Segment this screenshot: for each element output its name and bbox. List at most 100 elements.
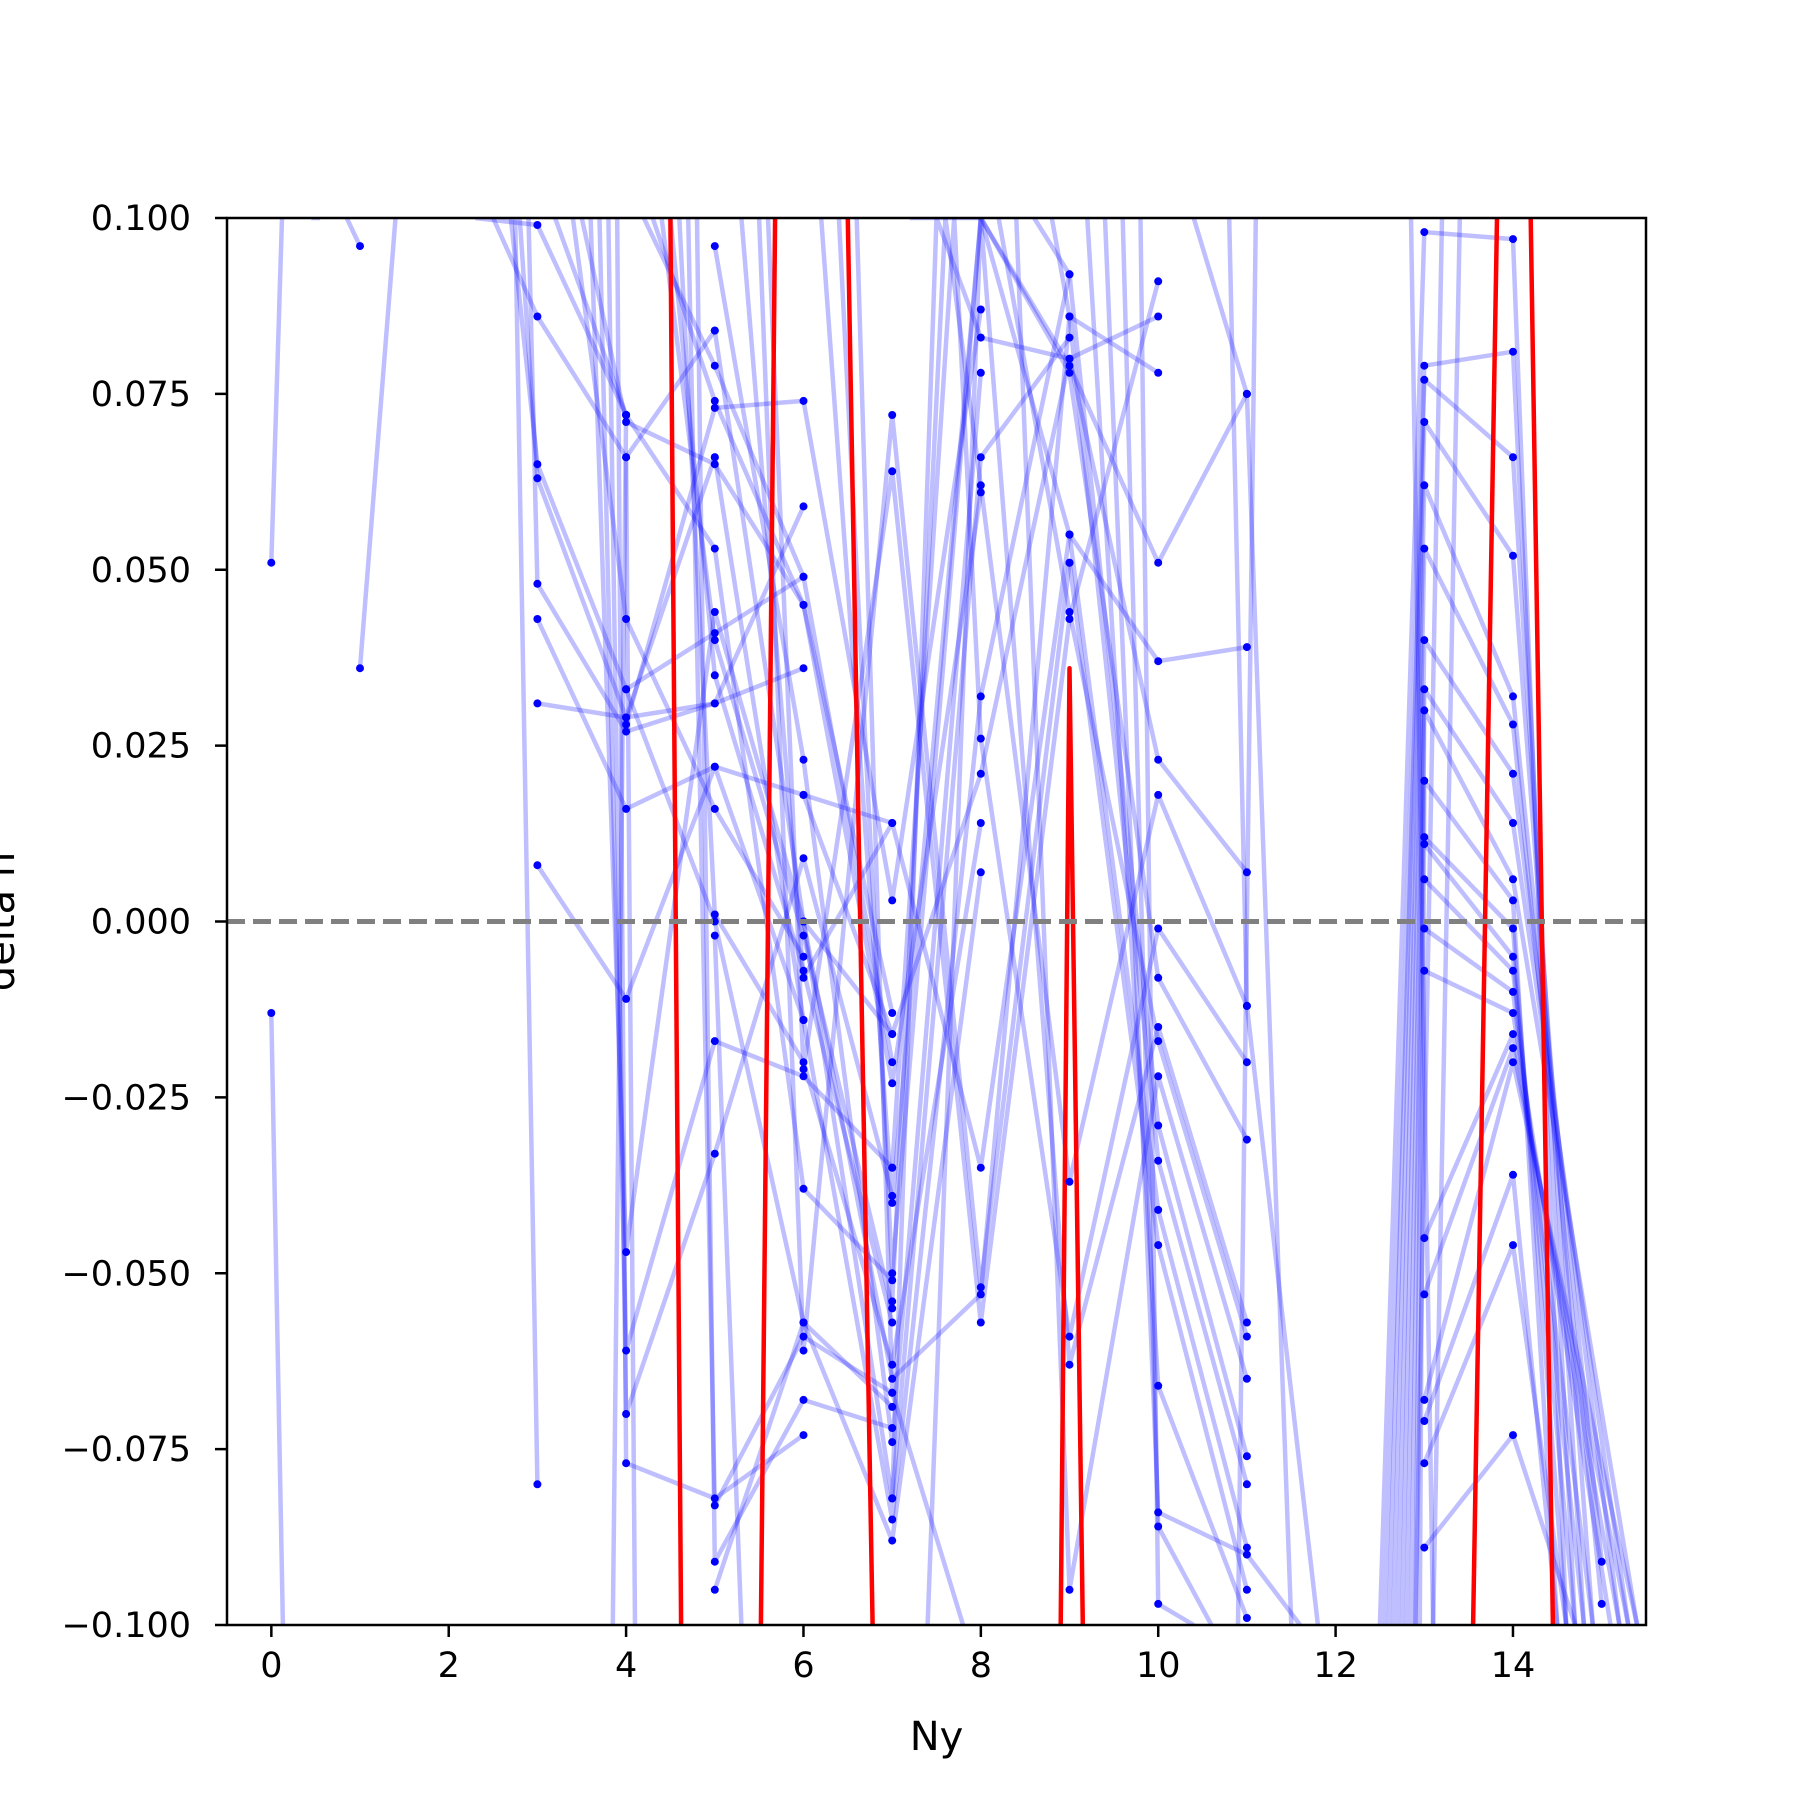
data-point-21-0 [622,411,631,419]
data-point-34-2 [888,1515,897,1524]
data-point-73-1 [1509,924,1517,933]
data-point-12-2 [710,762,719,771]
data-point-69-2 [1509,769,1517,778]
data-point-67-1 [1420,481,1429,490]
data-point-25-1 [710,361,719,370]
data-point-39-5 [1154,277,1163,286]
data-point-24-4 [976,305,985,314]
data-point-79-0 [1420,1290,1429,1299]
data-point-45-2 [976,333,985,342]
data-point-53-2 [1154,1156,1163,1165]
data-point-49-2 [1065,1360,1074,1369]
data-point-35-1 [799,1318,808,1327]
series-line-22 [623,457,638,1625]
series-line-15 [570,218,806,958]
data-point-59-1 [1154,1599,1163,1608]
series-line-39 [765,218,1161,1325]
data-point-26-4 [976,488,985,497]
series-line-28 [668,218,895,1324]
data-point-43-5 [1242,643,1251,652]
data-point-11-0 [533,699,542,708]
data-point-37-1 [799,973,808,982]
data-point-57-2 [1242,1550,1251,1559]
data-point-35-3 [976,868,985,877]
data-point-30-1 [710,1501,719,1510]
data-point-32-0 [710,242,719,251]
data-point-42-3 [1065,361,1074,370]
y-axis-label: delta h [0,852,24,991]
data-point-10-0 [533,615,542,623]
series-line-56 [1085,218,1250,1619]
data-point-27-3 [888,1304,897,1313]
data-point-75-1 [1509,966,1517,975]
data-point-73-0 [1420,833,1429,842]
data-point-72-1 [1420,776,1429,785]
series-line-70 [1408,687,1631,1625]
data-point-50-1 [1065,608,1074,616]
data-point-12-0 [533,861,542,870]
data-point-56-2 [1242,1614,1251,1622]
data-point-47-0 [888,1163,897,1172]
data-point-66-2 [1509,551,1517,560]
data-point-50-2 [1154,1037,1163,1046]
data-point-32-2 [888,1438,897,1447]
data-point-49-3 [1154,1023,1163,1031]
data-point-37-2 [888,819,897,827]
data-point-8-1 [533,474,542,483]
data-point-0-0 [267,558,276,567]
series-line-47 [889,218,1249,1339]
data-point-55-0 [1065,558,1074,567]
data-point-29-3 [888,1360,897,1369]
data-point-83-1 [1509,1431,1517,1440]
data-point-39-4 [1065,615,1074,623]
data-point-19-3 [799,854,808,863]
data-point-57-1 [1154,1508,1163,1517]
series-line-8 [517,218,717,720]
data-point-43-1 [888,1269,897,1278]
data-point-18-1 [622,1346,631,1355]
data-point-74-0 [1420,840,1429,849]
data-point-44-1 [888,1388,897,1397]
data-point-9-1 [533,579,542,588]
data-point-75-0 [1420,875,1429,884]
data-point-48-3 [1154,973,1163,982]
data-point-31-3 [888,1424,897,1432]
data-point-67-3 [1597,1557,1606,1566]
y-tick-label-4: 0.000 [91,903,191,943]
data-point-34-0 [710,453,719,462]
series-line-42 [818,218,1249,1206]
data-point-40-2 [976,769,985,778]
y-tick-label-7: 0.075 [91,375,191,415]
data-point-68-3 [1597,1599,1606,1608]
data-point-61-1 [1242,1001,1251,1010]
series-line-65 [1386,377,1587,1625]
data-point-39-2 [888,467,897,476]
series-line-69 [1404,637,1622,1625]
data-point-45-3 [1065,354,1074,363]
data-point-27-2 [799,931,808,940]
data-point-16-1 [622,418,631,426]
data-point-40-0 [799,790,808,799]
series-line-57 [1102,218,1302,1625]
data-point-19-1 [622,1410,631,1418]
data-point-48-4 [1242,1135,1251,1144]
data-point-31-2 [799,1395,808,1404]
data-point-69-1 [1420,636,1429,645]
data-point-52-1 [1065,270,1074,279]
series-line-30 [685,218,894,1508]
series-line-63 [1377,229,1569,1625]
series-line-52 [1032,218,1250,1457]
series-line-25 [641,218,895,1063]
data-point-34-3 [976,692,985,701]
series-line-3 [344,218,363,248]
data-point-24-1 [710,403,719,412]
data-point-25-3 [888,1058,897,1067]
data-point-45-5 [1242,868,1251,877]
data-point-11-3 [799,502,808,511]
data-point-18-3 [799,1072,808,1081]
data-point-47-4 [1154,924,1163,933]
data-point-38-3 [976,1283,985,1292]
x-tick-label-4: 8 [970,1646,992,1686]
data-point-46-4 [1154,790,1163,799]
